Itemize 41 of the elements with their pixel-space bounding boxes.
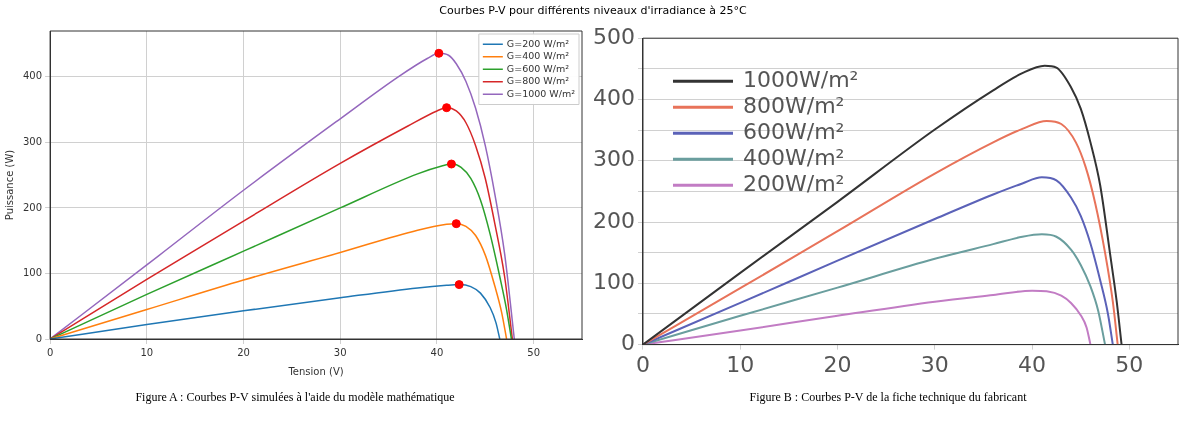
x-tick-label: 50 <box>1115 351 1144 377</box>
legend-label: 1000W/m² <box>742 66 859 92</box>
y-tick-label: 100 <box>22 267 43 279</box>
point <box>434 48 444 58</box>
y-tick-label: 400 <box>592 85 635 111</box>
y-tick-label: 200 <box>592 207 635 233</box>
point <box>446 159 456 169</box>
legend-label: G=600 W/m² <box>506 62 570 74</box>
x-tick-label: 50 <box>527 346 541 358</box>
x-tick-label: 10 <box>726 351 755 377</box>
y-tick-label: 100 <box>592 269 635 295</box>
x-tick-label: 0 <box>46 346 54 358</box>
legend-label: G=400 W/m² <box>506 50 570 62</box>
x-tick-label: 20 <box>237 346 250 358</box>
x-tick-label: 40 <box>1018 351 1047 377</box>
y-tick-label: 0 <box>35 332 43 344</box>
y-tick-label: 500 <box>592 23 635 49</box>
point <box>442 103 452 113</box>
text: Figure B : Courbes P-V de la fiche technique du fabricant <box>749 390 1027 405</box>
y-axis-title: Puissance (W) <box>3 149 15 221</box>
legend-label: G=200 W/m² <box>506 37 570 49</box>
x-tick-label: 30 <box>920 351 949 377</box>
point <box>451 219 461 229</box>
legend-label: 600W/m² <box>742 118 845 144</box>
legend-label: 800W/m² <box>742 92 845 118</box>
legend-label: G=800 W/m² <box>506 75 570 87</box>
legend-label: G=1000 W/m² <box>506 87 576 99</box>
x-tick-label: 20 <box>823 351 852 377</box>
x-tick-label: 40 <box>430 346 444 358</box>
point <box>454 280 464 290</box>
x-tick-label: 10 <box>140 346 154 358</box>
legend-label: 400W/m² <box>742 144 845 170</box>
y-tick-label: 400 <box>22 70 43 82</box>
y-tick-label: 300 <box>22 136 43 147</box>
x-axis-title: Tension (V) <box>287 365 344 377</box>
y-tick-label: 200 <box>22 201 43 213</box>
legend-label: 200W/m² <box>742 170 845 196</box>
text: Figure A : Courbes P-V simulées à l'aide du modèle mathématique <box>135 390 455 405</box>
x-tick-label: 30 <box>333 346 347 358</box>
y-tick-label: 300 <box>592 146 635 172</box>
chart-title: Courbes P-V pour différents niveaux d'irradiance à 25°C <box>439 4 747 17</box>
